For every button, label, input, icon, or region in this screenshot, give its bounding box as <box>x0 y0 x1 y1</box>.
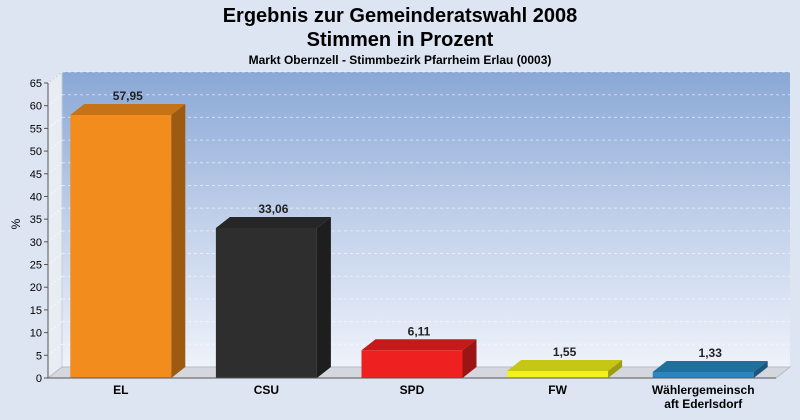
bar-front <box>70 114 172 378</box>
y-tick-label: 10 <box>30 328 42 340</box>
x-tick-label: CSU <box>254 383 279 397</box>
bar-side <box>608 359 623 378</box>
gridline-side <box>47 207 63 220</box>
bar-fw <box>507 359 623 378</box>
bar-top <box>215 216 331 228</box>
bar-front <box>361 350 463 378</box>
chart-title: Ergebnis zur Gemeinderatswahl 2008 <box>222 5 578 27</box>
chart-subtitle: Markt Obernzell - Stimmbezirk Pfarrheim … <box>248 53 552 67</box>
y-tick-label: 40 <box>30 191 42 203</box>
y-tick-label: 35 <box>30 214 42 226</box>
bar-spd <box>361 339 477 378</box>
bar-top <box>361 339 477 351</box>
x-tick-label: aft Ederlsdorf <box>664 397 743 411</box>
chart-title-line2: Stimmen in Prozent <box>306 29 494 51</box>
plot-side-wall <box>47 70 63 380</box>
y-tick-label: 60 <box>30 101 42 113</box>
bar-wählergemeinsch <box>652 360 768 378</box>
data-label: 1,55 <box>553 345 577 359</box>
y-tick-label: 0 <box>36 373 42 385</box>
gridline-side <box>47 253 63 265</box>
data-label: 57,95 <box>113 89 143 103</box>
gridline-side <box>47 275 63 288</box>
bar-front <box>215 227 317 378</box>
y-tick-label: 15 <box>30 305 42 317</box>
bar-side <box>462 339 477 378</box>
y-axis-label: % <box>9 218 23 229</box>
gridline-side <box>47 139 63 152</box>
y-tick-label: 45 <box>30 169 42 181</box>
x-tick-label: FW <box>548 383 567 397</box>
y-tick-label: 65 <box>30 78 42 90</box>
bar-front <box>652 371 754 378</box>
y-tick-label: 5 <box>36 350 42 362</box>
data-label: 1,33 <box>699 346 723 360</box>
y-tick-label: 55 <box>30 123 42 135</box>
bar-el <box>70 103 186 378</box>
gridline-side <box>47 71 63 84</box>
bar-side <box>171 103 186 378</box>
y-tick-label: 50 <box>30 146 42 158</box>
bar-front <box>507 370 609 378</box>
y-tick-label: 20 <box>30 282 42 294</box>
x-tick-label: EL <box>113 383 128 397</box>
gridline-side <box>47 185 63 197</box>
bar-top <box>70 103 186 115</box>
bar-csu <box>215 216 331 378</box>
gridline-side <box>47 94 63 107</box>
data-label: 6,11 <box>408 324 431 338</box>
gridline-side <box>47 116 63 129</box>
gridline-side <box>47 230 63 243</box>
data-label: 33,06 <box>258 202 288 216</box>
x-tick-label: Wählergemeinsch <box>652 383 755 397</box>
gridline-side <box>47 343 63 356</box>
gridline-side <box>47 298 63 311</box>
y-tick-label: 25 <box>30 260 42 272</box>
bar-side <box>753 360 768 378</box>
x-tick-label: SPD <box>400 383 425 397</box>
gridline-side <box>47 321 63 334</box>
gridline-side <box>47 162 63 175</box>
bar-top <box>652 360 768 372</box>
y-tick-label: 30 <box>30 237 42 249</box>
bar-side <box>316 216 331 378</box>
bar-top <box>507 359 623 371</box>
